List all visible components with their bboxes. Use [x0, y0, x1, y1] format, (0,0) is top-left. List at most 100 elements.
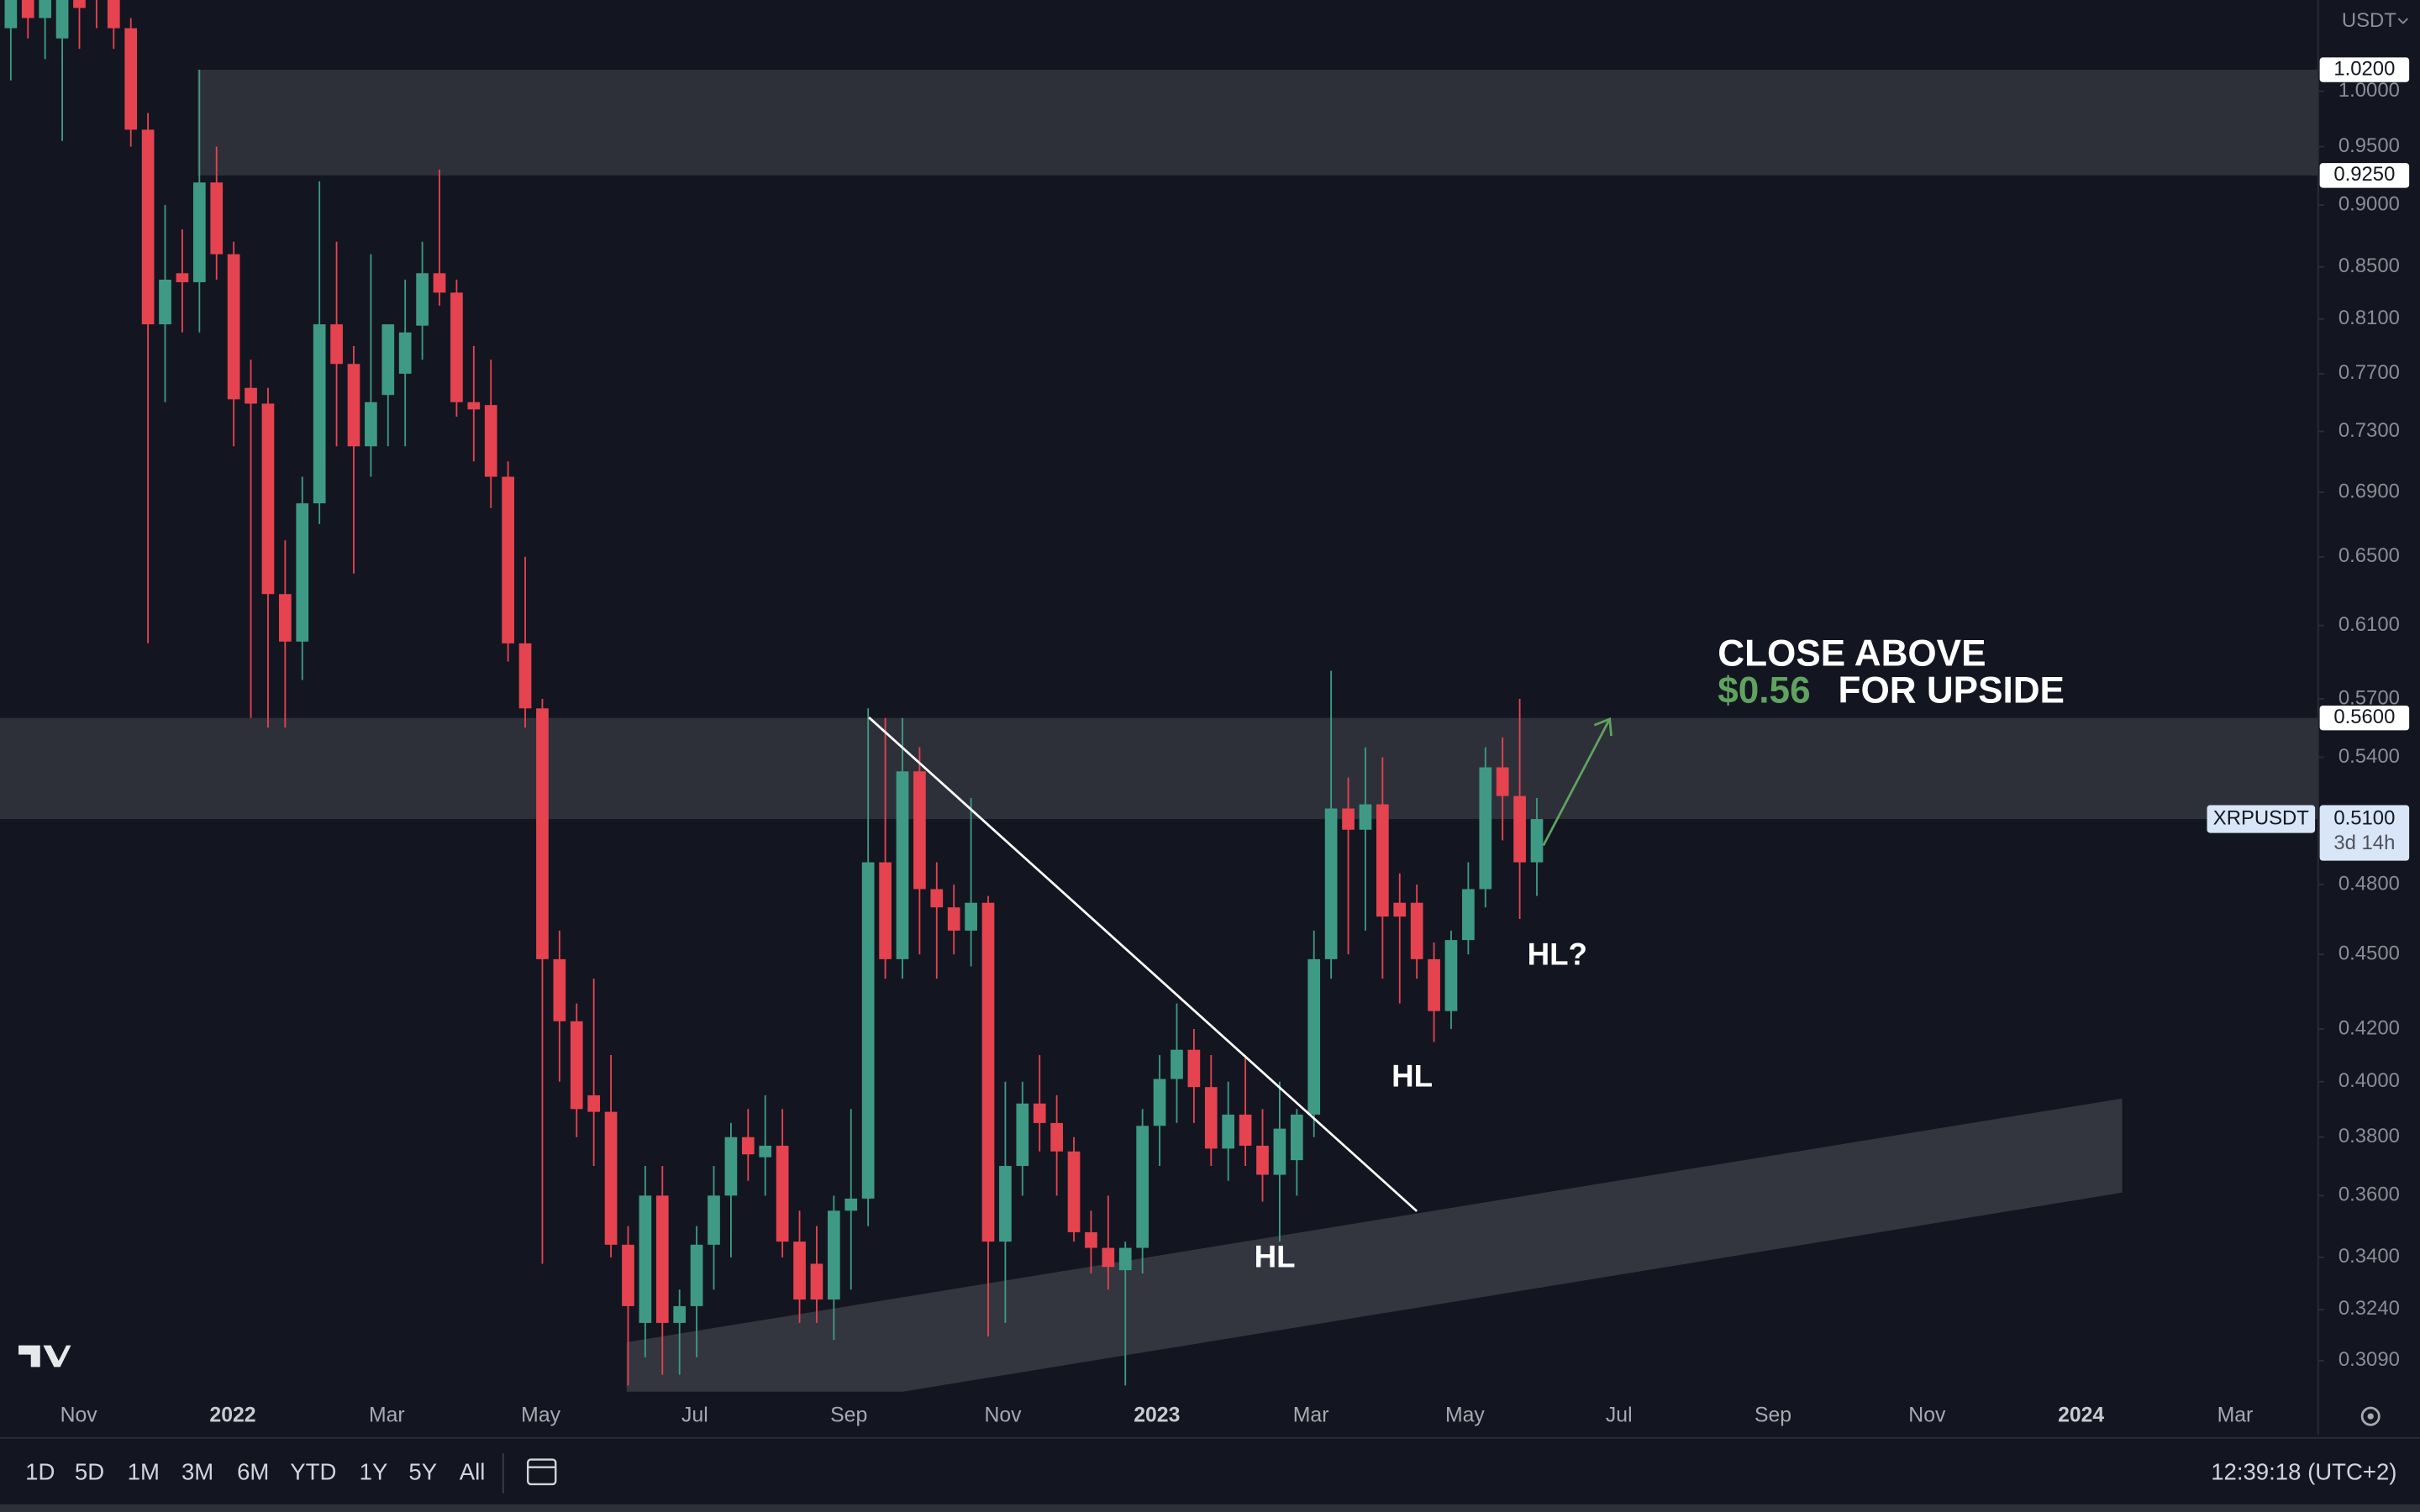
candle-body — [1187, 1049, 1201, 1088]
candle-body — [810, 1263, 823, 1300]
y-tick-label: 0.3800 — [2338, 1125, 2400, 1147]
candle-body — [1359, 804, 1372, 830]
candle-body — [107, 0, 120, 29]
range-button[interactable]: YTD — [290, 1458, 336, 1484]
hl-label: HL — [1255, 1239, 1296, 1273]
y-tick-label: 0.3090 — [2338, 1348, 2400, 1371]
range-button[interactable]: 1M — [128, 1458, 160, 1484]
x-tick-label: Mar — [369, 1404, 405, 1427]
x-tick-label: Mar — [2217, 1404, 2254, 1427]
candle-body — [21, 0, 34, 18]
range-button[interactable]: 5D — [75, 1458, 104, 1484]
range-button[interactable]: 3M — [182, 1458, 213, 1484]
currency-label[interactable]: USDT — [2342, 9, 2396, 32]
hl-label: HL? — [1528, 937, 1587, 971]
x-tick-label: May — [521, 1404, 560, 1427]
range-button[interactable]: 6M — [237, 1458, 269, 1484]
candle-body — [192, 182, 206, 282]
y-tick-label: 0.4800 — [2338, 872, 2400, 895]
candle-body — [1410, 902, 1423, 959]
y-tick-label: 0.9500 — [2338, 134, 2400, 157]
candle-body — [570, 1021, 583, 1110]
candle-body — [296, 503, 309, 642]
zones — [0, 70, 2318, 820]
candle-body — [4, 0, 18, 29]
y-tick-label: 0.3240 — [2338, 1297, 2400, 1320]
target-arrow — [1542, 717, 1612, 847]
candle-body — [467, 402, 481, 410]
candle-body — [1222, 1114, 1235, 1149]
x-tick-label: 2023 — [1134, 1404, 1180, 1427]
candle-body — [484, 405, 497, 477]
toolbar: 1D 5D 1M 3M 6M YTD 1Y 5Y All — [25, 1458, 485, 1484]
countdown-label: 3d 14h — [2333, 832, 2395, 854]
price-zone — [197, 70, 2318, 176]
calendar-icon[interactable] — [526, 1458, 557, 1486]
candle-body — [1444, 940, 1458, 1011]
y-tick-label: 0.8100 — [2338, 307, 2400, 329]
x-tick-label: Mar — [1293, 1404, 1329, 1427]
candle-body — [1153, 1079, 1166, 1126]
candle-body — [159, 279, 171, 325]
x-tick-label: Jul — [1606, 1404, 1633, 1427]
range-button[interactable]: 1D — [25, 1458, 55, 1484]
candle-body — [930, 889, 944, 908]
range-button[interactable]: 5Y — [408, 1458, 437, 1484]
candle-body — [73, 0, 86, 8]
currency-caret — [2397, 18, 2408, 24]
y-tick-label: 0.5700 — [2338, 686, 2400, 709]
price-tag — [2319, 706, 2410, 731]
candle-body — [1462, 889, 1475, 941]
candle-body — [1513, 795, 1526, 863]
candle-body — [1016, 1103, 1029, 1167]
candle-body — [347, 364, 360, 447]
candle-body — [433, 273, 446, 293]
candle-body — [261, 403, 275, 595]
range-button[interactable]: All — [460, 1458, 486, 1484]
range-button[interactable]: 1Y — [360, 1458, 388, 1484]
x-tick-label: Nov — [984, 1404, 1022, 1427]
candle-body — [639, 1195, 652, 1323]
settings-icon-dot — [2367, 1413, 2374, 1420]
x-tick-label: Sep — [1754, 1404, 1791, 1427]
candle-body — [210, 182, 224, 255]
candle-body — [1290, 1114, 1303, 1161]
candle-body — [279, 594, 292, 642]
x-tick-label: Sep — [830, 1404, 867, 1427]
price-axis: 1.0000 0.9500 0.9000 0.8500 0.8100 0.7700 0.73… — [2207, 57, 2410, 1371]
candle-body — [124, 28, 138, 130]
x-tick-label: Nov — [1908, 1404, 1946, 1427]
headline-price: $0.56 — [1718, 669, 1810, 711]
candle-body — [1102, 1247, 1115, 1268]
y-tick-label: 0.6500 — [2338, 544, 2400, 567]
candle-body — [896, 771, 909, 959]
settings-icon[interactable] — [2360, 1406, 2381, 1426]
headline-tail: FOR UPSIDE — [1839, 669, 2065, 711]
last-price-label: 0.5100 — [2333, 806, 2395, 829]
y-tick-label: 0.9000 — [2338, 192, 2400, 215]
candles — [4, 0, 1544, 1386]
price-zone — [0, 717, 2318, 820]
candle-body — [518, 643, 532, 709]
candle-body — [1393, 902, 1407, 917]
y-tick-label: 0.3400 — [2338, 1245, 2400, 1268]
candle-body — [1530, 819, 1544, 863]
bottom-strip — [0, 1504, 2420, 1512]
candle-body — [1496, 767, 1509, 796]
candle-body — [313, 324, 326, 504]
plot-area — [0, 0, 2318, 1392]
candle-body — [655, 1195, 669, 1323]
price-tag — [2319, 57, 2410, 82]
rising-channel — [626, 1098, 2123, 1392]
candle-body — [965, 902, 977, 931]
candle-body — [1067, 1151, 1081, 1232]
symbol-tag — [2207, 805, 2316, 833]
candle-body — [553, 958, 566, 1021]
candle-body — [1118, 1247, 1132, 1271]
candle-body — [622, 1244, 634, 1306]
y-tick-label: 0.6100 — [2338, 613, 2400, 636]
candle-body — [1050, 1122, 1063, 1152]
candle-body — [673, 1305, 687, 1323]
candle-body — [1273, 1128, 1286, 1175]
